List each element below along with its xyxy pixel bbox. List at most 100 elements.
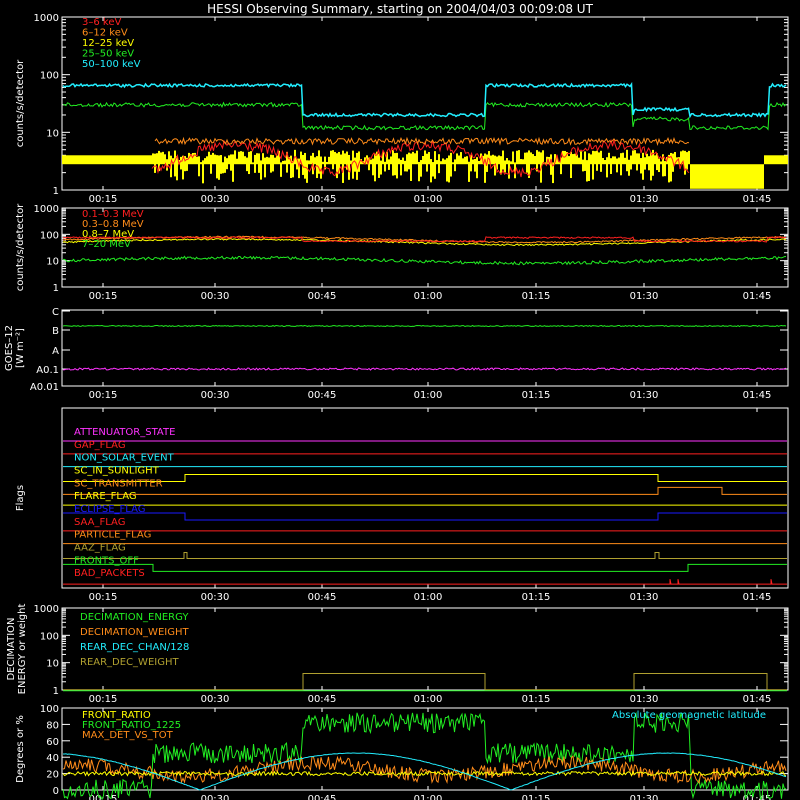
x-tick-label: 01:00 [414,694,443,705]
y-tick-label: 10 [46,659,59,670]
y-tick-label: 80 [46,720,59,731]
flag-line [63,563,787,572]
legend-entry: DECIMATION_WEIGHT [80,627,189,638]
x-tick-label: 00:45 [308,592,337,603]
y-axis-label: counts/s/detector [15,203,26,291]
y-tick-label: C [52,307,59,318]
flag-label: AAZ_FLAG [74,543,126,554]
flag-label: ATTENUATOR_STATE [74,427,175,438]
y-tick-label: 40 [46,753,59,764]
x-tick-label: 01:15 [522,291,551,302]
x-tick-label: 01:30 [630,291,659,302]
legend-entry: 0.8–7 MeV [82,229,134,240]
y-axis-label: counts/s/detector [15,59,26,147]
x-tick-label: 00:15 [89,194,118,205]
x-tick-label: 00:45 [308,694,337,705]
x-tick-label: 01:00 [414,390,443,401]
x-tick-label: 01:45 [743,291,772,302]
legend-entry: 7–20 MeV [82,239,131,250]
legend-entry: 0.3–0.8 MeV [82,219,144,230]
x-tick-label: 00:45 [308,794,337,800]
legend-entry: 0.1–0.3 MeV [82,209,144,220]
panel-ratios: 00:15 00:30 00:45 01:00 01:15 01:30 01:45Degre… [15,704,789,800]
series-25-50-kev [62,101,787,131]
x-tick-label: 00:30 [201,794,230,800]
legend-entry: 6–12 keV [82,28,128,39]
series-7-20-mev [62,255,787,266]
y-tick-label: B [52,326,59,337]
legend-entry: DECIMATION_ENERGY [80,612,189,623]
legend-entry: 3–6 keV [82,17,121,28]
flag-line [63,474,787,482]
y-axis-label: DECIMATION [6,617,17,680]
plot-frame [61,16,789,191]
y-tick-label: 10 [46,128,59,139]
x-tick-label: 01:00 [414,794,443,800]
series-50-100-kev [62,81,787,119]
legend-entry: REAR_DEC_CHAN/128 [80,642,189,653]
series-3-6-kev [151,138,690,178]
series-geomagnetic-latitude [63,752,787,791]
x-tick-label: 00:30 [201,194,230,205]
legend-entry: 25–50 keV [82,49,134,60]
flag-label: SAA_FLAG [74,517,125,528]
legend-entry: REAR_DEC_WEIGHT [80,657,179,668]
legend-entry: MAX_DET_VS_TOT [82,730,174,741]
y-axis-label: GOES–12 [4,325,15,371]
y-tick-label: 20 [46,770,59,781]
series-6-12-kev [154,136,690,147]
y-tick-label: 1 [53,186,59,197]
y-tick-label: 60 [46,737,59,748]
series-front-ratio-1225 [62,711,787,800]
flag-line [63,512,787,521]
legend-entry: FRONT_RATIO_1225 [82,720,181,731]
legend-entry: FRONT_RATIO [82,710,151,721]
x-tick-label: 01:15 [522,694,551,705]
x-tick-label: 01:45 [743,794,772,800]
flag-line [63,579,787,585]
x-tick-label: 01:45 [743,592,772,603]
series-rear-dec-weight [63,673,787,691]
plot-frame [61,707,789,791]
plot-frame [61,407,789,589]
y-tick-label: A0.1 [36,365,59,376]
y-tick-label: 1 [53,686,59,697]
x-tick-label: 01:30 [630,694,659,705]
flag-label: GAP_FLAG [74,440,126,451]
chart-title: HESSI Observing Summary, starting on 200… [207,2,593,16]
flag-label: PARTICLE_FLAG [74,530,151,541]
y-tick-label: 0 [53,786,59,797]
y-tick-label: 1000 [34,204,59,215]
x-tick-label: 00:15 [89,291,118,302]
x-tick-label: 00:15 [89,694,118,705]
series-0-8-7-mev [62,237,787,247]
legend-entry: 12–25 keV [82,38,134,49]
x-tick-label: 00:15 [89,592,118,603]
legend-entry: Absolute geomagnetic latitude [612,710,766,721]
y-tick-label: 100 [40,71,59,82]
y-axis-label: ENERGY or weight [17,604,28,695]
flag-line [63,552,787,559]
x-tick-label: 00:30 [201,390,230,401]
y-tick-label: 100 [40,631,59,642]
x-tick-label: 01:15 [522,194,551,205]
series-0-1-0-3-mev [62,236,787,243]
flag-label: SC_TRANSMITTER [74,478,163,489]
x-tick-label: 00:30 [201,291,230,302]
x-tick-label: 01:15 [522,794,551,800]
series-front-ratio [62,770,787,777]
y-tick-label: 1000 [34,13,59,24]
y-tick-label: 1000 [34,604,59,615]
flag-label: NON_SOLAR_EVENT [74,453,175,464]
x-tick-label: 00:45 [308,390,337,401]
x-tick-label: 01:30 [630,794,659,800]
plot-frame [61,309,789,387]
panel-flags: 00:15 00:30 00:45 01:00 01:15 01:30 01:45 Flags… [15,407,789,603]
x-tick-label: 01:00 [414,291,443,302]
flag-label: BAD_PACKETS [74,568,145,579]
legend-entry: 50–100 keV [82,59,141,70]
y-axis-label: Degrees or % [15,715,26,783]
plot-frame [61,207,789,288]
flag-line [63,486,787,495]
